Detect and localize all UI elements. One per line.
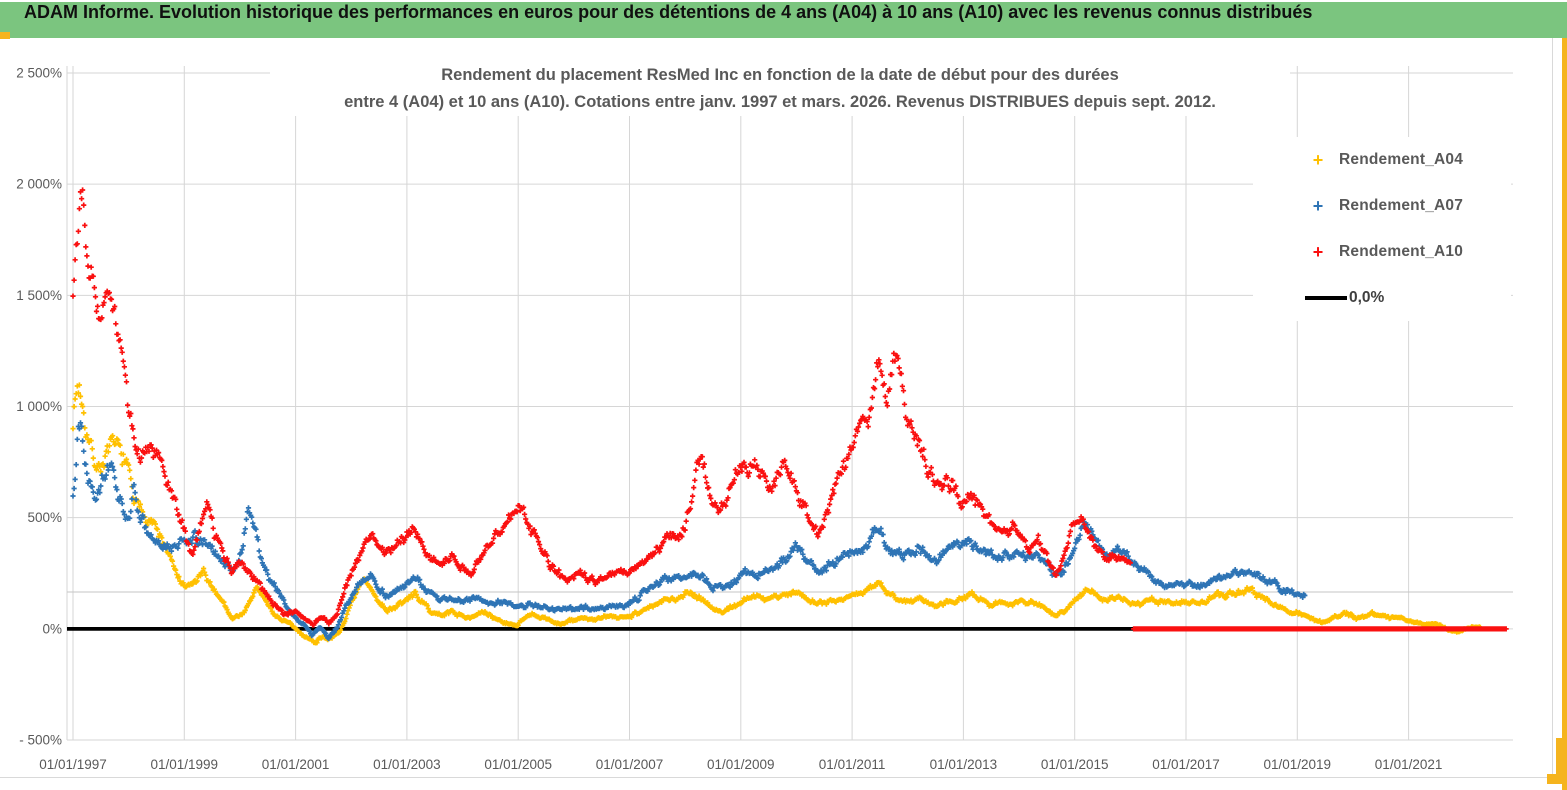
chart-title: Rendement du placement ResMed Inc en fon… <box>270 62 1290 116</box>
x-axis-label: 01/01/2021 <box>1375 757 1443 772</box>
x-axis-label: 01/01/2001 <box>262 757 330 772</box>
series-a10-points <box>70 187 1509 632</box>
orange-accent-corner-vertical <box>1556 738 1567 784</box>
legend-item-zero-line[interactable]: 0,0% <box>1253 275 1511 321</box>
chart-legend: + Rendement_A04 + Rendement_A07 + Rendem… <box>1253 137 1511 321</box>
x-axis-label: 01/01/2009 <box>707 757 775 772</box>
x-axis-label: 01/01/2005 <box>484 757 552 772</box>
y-axis-label: 1 000% <box>16 399 62 414</box>
series-a07-points <box>70 420 1308 642</box>
legend-label: Rendement_A07 <box>1339 197 1464 214</box>
y-axis-label: 0% <box>42 621 62 636</box>
x-axis-label: 01/01/2011 <box>819 757 886 772</box>
x-axis-label: 01/01/2015 <box>1041 757 1109 772</box>
x-axis-label: 01/01/2003 <box>373 757 441 772</box>
x-axis-label: 01/01/2019 <box>1264 757 1332 772</box>
x-axis-label: 01/01/2013 <box>930 757 998 772</box>
axis-labels: 2 500% 2 000% 1 500% 1 000% 500% 0% - 500% 01/0… <box>16 66 1442 773</box>
x-axis-label: 01/01/1997 <box>39 757 107 772</box>
x-axis-label: 01/01/2007 <box>596 757 664 772</box>
plus-marker-icon: + <box>1312 196 1324 216</box>
legend-item-a10[interactable]: + Rendement_A10 <box>1253 229 1511 275</box>
y-axis-label: 1 500% <box>16 288 62 303</box>
y-axis-label: 500% <box>27 510 62 525</box>
plus-marker-icon: + <box>1312 242 1324 262</box>
legend-label: Rendement_A04 <box>1339 151 1464 168</box>
orange-accent-top-left <box>0 32 10 39</box>
legend-item-a07[interactable]: + Rendement_A07 <box>1253 183 1511 229</box>
x-axis-label: 01/01/2017 <box>1152 757 1220 772</box>
orange-accent-right-edge <box>1562 38 1567 790</box>
header-title: ADAM Informe. Evolution historique des p… <box>24 2 1313 22</box>
zero-line-icon <box>1305 296 1347 300</box>
y-axis-label: - 500% <box>19 733 62 748</box>
legend-label: 0,0% <box>1349 289 1385 306</box>
legend-item-a04[interactable]: + Rendement_A04 <box>1253 137 1511 183</box>
y-axis-label: 2 500% <box>16 66 62 81</box>
orange-accent-corner-horizontal <box>1547 774 1567 784</box>
y-axis-label: 2 000% <box>16 177 62 192</box>
header-bar: ADAM Informe. Evolution historique des p… <box>0 2 1567 38</box>
x-axis-label: 01/01/1999 <box>151 757 219 772</box>
legend-label: Rendement_A10 <box>1339 243 1464 260</box>
chart-title-line2: entre 4 (A04) et 10 ans (A10). Cotations… <box>344 93 1216 111</box>
series-a04-points <box>70 382 1483 646</box>
chart-title-line1: Rendement du placement ResMed Inc en fon… <box>441 66 1119 84</box>
plus-marker-icon: + <box>1312 150 1324 170</box>
